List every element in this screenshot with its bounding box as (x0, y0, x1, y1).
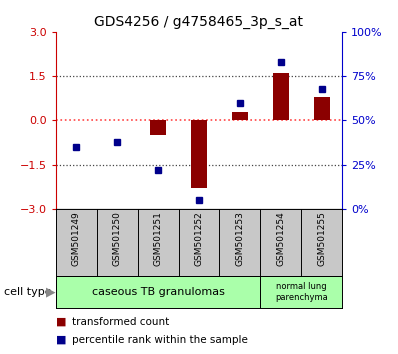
Bar (273, 73, 289, 120)
Text: GSM501253: GSM501253 (236, 211, 244, 266)
Bar (56, 276, 260, 308)
Text: normal lung
parenchyma: normal lung parenchyma (275, 282, 328, 302)
Bar (150, 120, 166, 135)
Text: ■: ■ (56, 317, 66, 327)
Bar (314, 97, 330, 120)
Text: ■: ■ (56, 335, 66, 345)
Text: GSM501254: GSM501254 (276, 211, 285, 266)
Bar (260, 276, 342, 308)
Text: cell type: cell type (4, 287, 52, 297)
Bar (232, 112, 248, 120)
Text: GSM501251: GSM501251 (154, 211, 162, 266)
Text: percentile rank within the sample: percentile rank within the sample (72, 335, 248, 345)
Text: transformed count: transformed count (72, 317, 169, 327)
Title: GDS4256 / g4758465_3p_s_at: GDS4256 / g4758465_3p_s_at (94, 16, 304, 29)
Text: caseous TB granulomas: caseous TB granulomas (92, 287, 224, 297)
Text: GSM501252: GSM501252 (195, 211, 203, 266)
Text: GSM501255: GSM501255 (317, 211, 326, 266)
Text: GSM501249: GSM501249 (72, 211, 81, 266)
Text: GSM501250: GSM501250 (113, 211, 122, 266)
Text: ▶: ▶ (46, 286, 55, 298)
Bar (191, 120, 207, 188)
